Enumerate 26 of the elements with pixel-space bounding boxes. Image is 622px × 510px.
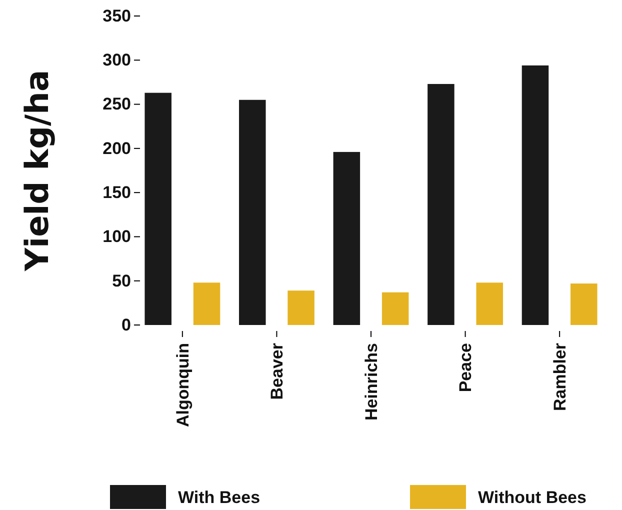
y-tick-label: 200: [102, 138, 131, 158]
bar: [428, 84, 454, 325]
y-tick-label: 350: [102, 6, 131, 26]
y-tick-label: 150: [102, 183, 131, 202]
x-tick-label: Rambler: [550, 342, 570, 412]
bar: [382, 292, 409, 325]
x-tick-label: Algonquin: [173, 343, 192, 428]
legend-label: With Bees: [178, 488, 260, 507]
bar: [144, 92, 172, 325]
y-tick-label: 50: [112, 271, 131, 290]
bar: [193, 282, 220, 325]
bar: [522, 65, 549, 325]
x-tick-label: Peace: [456, 343, 476, 392]
legend-label: Without Bees: [478, 488, 586, 507]
y-tick-label: 0: [122, 315, 131, 334]
y-axis-title: Yield kg/ha: [18, 70, 56, 272]
y-tick-label: 100: [102, 227, 131, 246]
bar: [570, 284, 598, 325]
y-tick-label: 250: [102, 94, 131, 114]
x-tick-label: Heinrichs: [362, 343, 381, 420]
bar: [333, 152, 360, 325]
bar: [476, 282, 503, 325]
x-tick-label: Beaver: [268, 342, 287, 400]
bar: [288, 290, 314, 325]
bar: [239, 100, 266, 325]
y-tick-label: 300: [102, 50, 131, 70]
